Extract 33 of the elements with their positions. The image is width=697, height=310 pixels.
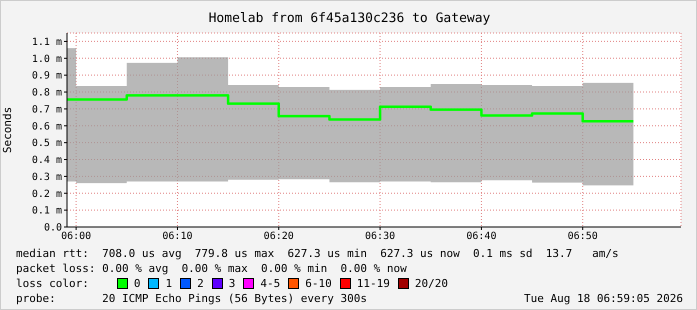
text: packet loss: 0.00 % avg 0.00 % max 0.00 % min 0.00 % now bbox=[16, 261, 408, 276]
y-tick-label: 0.7 m bbox=[32, 104, 62, 116]
x-tick-label: 06:10 bbox=[162, 231, 193, 242]
text: probe: 20 ICMP Echo Pings (56 Bytes) every 300s bbox=[16, 291, 367, 306]
x-tick-label: 06:20 bbox=[264, 231, 294, 242]
text: 3 bbox=[228, 276, 236, 291]
y-tick-label: 0.3 m bbox=[32, 172, 62, 183]
text: 20/20 bbox=[414, 276, 448, 291]
text: 6-10 bbox=[305, 276, 332, 291]
y-axis-title: Seconds bbox=[0, 106, 14, 154]
chart-title: Homelab from 6f45a130c236 to Gateway bbox=[208, 11, 492, 26]
x-tick-label: 06:30 bbox=[365, 231, 396, 242]
y-tick-label: 0.9 m bbox=[32, 70, 62, 82]
x-tick-label: 06:50 bbox=[568, 231, 598, 242]
y-tick-label: 0.4 m bbox=[32, 155, 62, 166]
x-tick-label: 06:00 bbox=[61, 231, 92, 242]
y-tick-label: 0.8 m bbox=[32, 88, 62, 99]
text: Tue Aug 18 06:59:05 2026 bbox=[524, 291, 683, 306]
text: median rtt: 708.0 us avg 779.8 us max 627.3 us min 627.3 us now 0.1 ms sd 13.7 am/s bbox=[16, 246, 620, 261]
x-tick-label: 06:40 bbox=[466, 231, 496, 242]
text: 2 bbox=[197, 276, 204, 291]
text: loss color: bbox=[16, 276, 89, 291]
text: 0 bbox=[134, 276, 140, 291]
y-tick-label: 0.0 bbox=[44, 222, 62, 234]
y-tick-label: 0.5 m bbox=[32, 138, 62, 150]
y-tick-label: 0.1 m bbox=[32, 206, 62, 217]
y-tick-label: 1.0 m bbox=[32, 54, 62, 65]
text: 11-19 bbox=[356, 276, 390, 291]
y-tick-label: 0.6 m bbox=[32, 121, 62, 132]
y-tick-label: 1.1 m bbox=[32, 36, 62, 48]
text: 1 bbox=[165, 276, 172, 291]
y-tick-label: 0.2 m bbox=[32, 188, 62, 200]
text: 4-5 bbox=[260, 276, 280, 291]
